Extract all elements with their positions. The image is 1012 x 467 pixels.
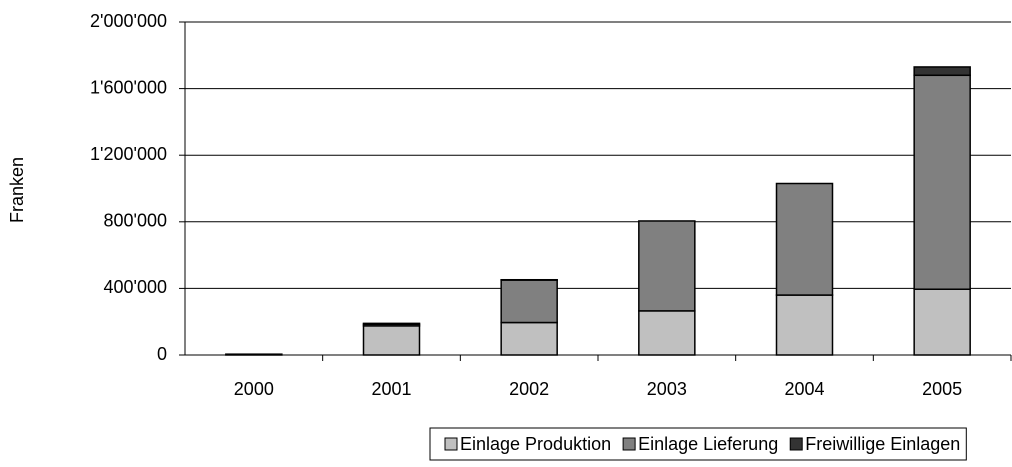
- legend-swatch: [445, 438, 457, 450]
- x-tick-label: 2000: [234, 379, 274, 399]
- bar-segment: [914, 289, 970, 355]
- bar-segment: [639, 221, 695, 311]
- legend-swatch: [790, 438, 802, 450]
- y-tick-label: 2'000'000: [90, 11, 167, 31]
- x-tick-label: 2001: [371, 379, 411, 399]
- y-tick-label: 800'000: [103, 211, 167, 231]
- y-tick-label: 1'600'000: [90, 77, 167, 97]
- legend-label: Einlage Produktion: [460, 434, 611, 454]
- legend-label: Freiwillige Einlagen: [805, 434, 960, 454]
- y-tick-label: 0: [157, 344, 167, 364]
- y-tick-label: 1'200'000: [90, 144, 167, 164]
- legend-swatch: [623, 438, 635, 450]
- bar-segment: [501, 323, 557, 355]
- y-tick-label: 400'000: [103, 277, 167, 297]
- x-tick-label: 2003: [647, 379, 687, 399]
- x-tick-label: 2002: [509, 379, 549, 399]
- legend-label: Einlage Lieferung: [638, 434, 778, 454]
- bar-segment: [226, 354, 282, 355]
- bar-segment: [914, 75, 970, 289]
- legend: Einlage Produktion Einlage Lieferung Freiw…: [445, 434, 960, 454]
- x-tick-label: 2004: [784, 379, 824, 399]
- bar-segment: [777, 295, 833, 355]
- bar-segment: [501, 280, 557, 322]
- bar-segment: [914, 67, 970, 75]
- x-tick-label: 2005: [922, 379, 962, 399]
- bar-segment: [364, 326, 420, 355]
- bar-segment: [364, 323, 420, 324]
- y-axis-title: Franken: [7, 157, 27, 223]
- bar-segment: [777, 184, 833, 296]
- bar-segment: [639, 311, 695, 355]
